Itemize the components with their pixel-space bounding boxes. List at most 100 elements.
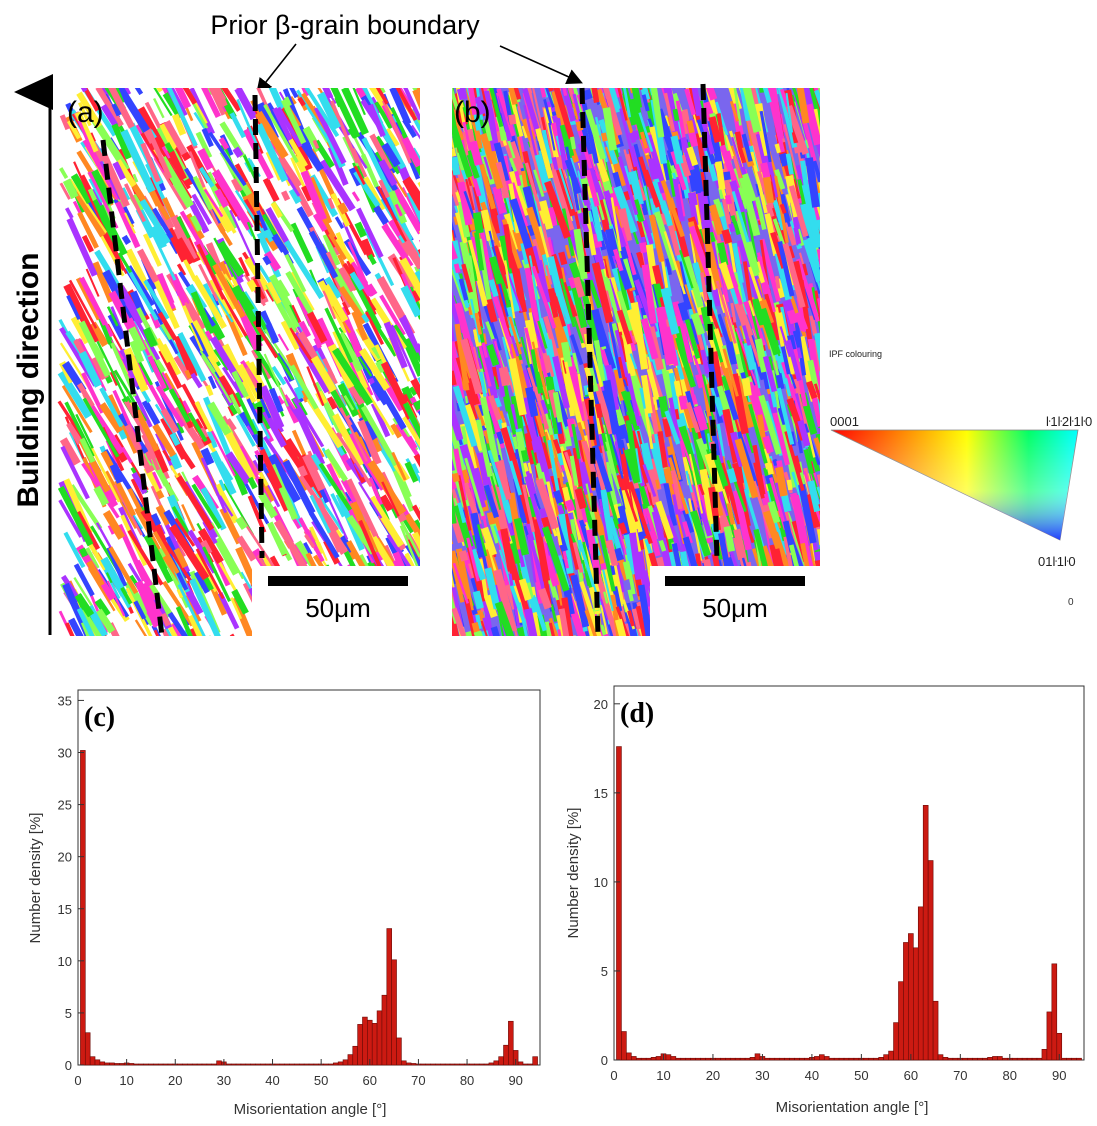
ebsd-grain: [306, 396, 343, 449]
ebsd-grain: [152, 235, 177, 281]
ebsd-grain: [720, 638, 740, 693]
ebsd-grain: [533, 493, 542, 511]
ebsd-grain: [690, 312, 705, 336]
ebsd-grain: [129, 290, 148, 318]
ebsd-grain: [94, 598, 111, 618]
ebsd-grain: [452, 168, 458, 193]
ebsd-grain: [794, 234, 799, 246]
ebsd-grain: [389, 88, 412, 126]
ebsd-grain: [150, 513, 162, 526]
histogram-bar: [1041, 1049, 1048, 1061]
ebsd-grain: [408, 386, 418, 396]
ebsd-grain: [259, 385, 285, 430]
x-tick-label: 40: [805, 1068, 819, 1083]
ebsd-grain: [145, 185, 171, 221]
ebsd-grain: [77, 382, 95, 408]
ebsd-grain: [550, 604, 557, 622]
ebsd-grain: [322, 217, 337, 239]
ebsd-grain: [581, 401, 593, 451]
ebsd-grain: [821, 597, 836, 624]
ebsd-grain: [218, 479, 227, 492]
ebsd-grain: [504, 266, 523, 312]
ebsd-grain: [208, 131, 247, 187]
ebsd-grain: [341, 88, 369, 136]
ebsd-grain: [300, 170, 327, 221]
histogram-bar: [725, 1057, 731, 1061]
ebsd-grain: [800, 160, 810, 196]
ebsd-grain: [585, 483, 597, 523]
ebsd-grain: [553, 489, 564, 504]
ebsd-grain: [507, 636, 512, 646]
ebsd-grain: [417, 408, 420, 462]
ebsd-grain: [732, 490, 752, 551]
ebsd-grain: [86, 560, 105, 587]
histogram-bar: [114, 1063, 120, 1066]
ebsd-grain: [139, 199, 171, 245]
ebsd-grain: [549, 641, 559, 669]
ebsd-grain: [586, 635, 593, 636]
ebsd-grain: [143, 233, 162, 267]
ebsd-grain: [824, 296, 828, 308]
ebsd-grain: [200, 457, 228, 514]
ebsd-grain: [400, 285, 420, 318]
histogram-bar: [972, 1057, 978, 1061]
ebsd-grain: [628, 532, 643, 581]
ebsd-grain: [63, 531, 86, 569]
ebsd-grain: [538, 646, 549, 684]
ebsd-grain: [788, 639, 804, 678]
histogram-bar: [992, 1056, 998, 1061]
ebsd-grain: [226, 418, 237, 431]
ebsd-grain: [360, 153, 380, 189]
ebsd-grain: [480, 630, 501, 636]
ebsd-grain: [177, 332, 207, 382]
ebsd-grain: [570, 136, 577, 150]
ebsd-grain: [604, 364, 620, 411]
ebsd-grain: [196, 88, 222, 119]
ebsd-grain: [825, 517, 838, 548]
ebsd-grain: [638, 112, 654, 153]
ebsd-grain: [155, 385, 186, 428]
x-tick-label: 0: [610, 1068, 617, 1083]
ebsd-grain: [61, 385, 93, 434]
ebsd-grain: [147, 266, 180, 330]
ebsd-grain: [559, 653, 571, 685]
histogram-bar: [799, 1057, 805, 1061]
ebsd-grain: [533, 169, 545, 197]
ebsd-grain: [785, 104, 809, 155]
x-tick-label: 90: [508, 1073, 522, 1088]
ebsd-grain: [523, 88, 533, 94]
ebsd-grain: [96, 340, 129, 403]
ebsd-grain: [93, 485, 110, 507]
ebsd-grain: [73, 576, 93, 607]
ebsd-grain: [728, 222, 736, 233]
ebsd-grain: [370, 381, 389, 406]
ebsd-grain: [411, 124, 420, 154]
ebsd-grain: [813, 177, 820, 240]
ebsd-grain: [183, 259, 198, 282]
ebsd-grain: [219, 507, 243, 545]
ebsd-grain: [465, 150, 480, 179]
x-axis-label-c: Misorientation angle [°]: [234, 1101, 387, 1118]
ebsd-grain: [463, 190, 476, 219]
ebsd-grain: [252, 320, 279, 359]
ebsd-grain: [373, 205, 390, 226]
histogram-bar: [138, 1063, 144, 1066]
ebsd-grain: [811, 395, 820, 427]
prior-beta-boundary-a2: [252, 94, 265, 559]
ebsd-grain: [830, 443, 842, 488]
ebsd-grain: [702, 374, 717, 429]
ebsd-grain: [298, 320, 312, 338]
ebsd-grain: [574, 488, 587, 510]
ebsd-grain: [337, 202, 349, 215]
ebsd-grain: [820, 231, 840, 272]
ebsd-grain: [809, 315, 818, 336]
histogram-bar: [478, 1063, 485, 1066]
ebsd-grain: [822, 113, 844, 164]
ebsd-grain: [528, 312, 539, 349]
ebsd-grain: [761, 88, 772, 104]
histogram-bar: [1011, 1057, 1018, 1061]
ebsd-grain: [102, 510, 126, 540]
ebsd-grain: [327, 197, 335, 210]
ebsd-grain: [133, 559, 153, 588]
